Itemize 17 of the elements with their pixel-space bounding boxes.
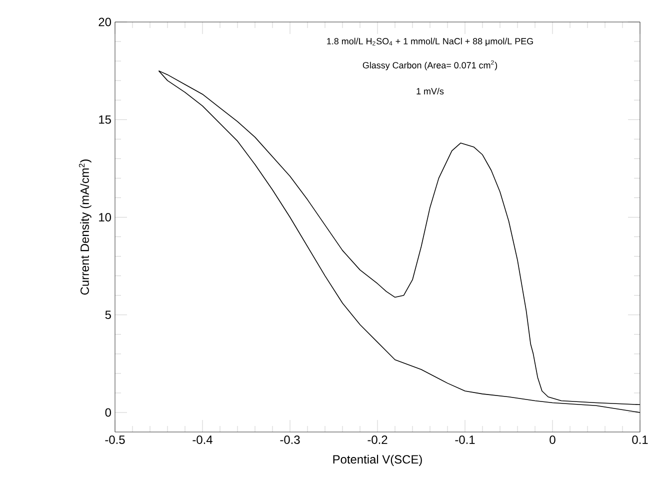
y-tick-label: 15 <box>99 115 111 124</box>
annotation: 1 mV/s <box>416 88 444 94</box>
x-tick-label: -0.4 <box>192 436 212 444</box>
x-tick-label: -0.1 <box>455 436 475 444</box>
x-tick-label: 0 <box>550 436 556 444</box>
y-tick-label: 10 <box>99 213 112 222</box>
y-tick-label: 0 <box>105 408 112 417</box>
y-axis-title: Current Density (mA/cm$^{2}$) <box>78 160 92 295</box>
x-tick-label: -0.2 <box>368 436 388 444</box>
annotation: Glassy Carbon (Area= 0.071 cm$^{2}$) <box>362 60 498 70</box>
x-tick-label: 0.1 <box>632 436 648 444</box>
x-tick-label: -0.5 <box>105 436 125 444</box>
x-tick-label: -0.3 <box>280 436 300 444</box>
y-tick-label: 20 <box>98 18 112 26</box>
x-axis-title: Potential V(SCE) <box>333 454 422 466</box>
annotation: 1.8 mol/L H$_{2}$SO$_{4}$ + 1 mmol/L NaCl + 88 μmol/L PEG <box>327 38 533 46</box>
y-tick-label: 5 <box>105 310 111 320</box>
